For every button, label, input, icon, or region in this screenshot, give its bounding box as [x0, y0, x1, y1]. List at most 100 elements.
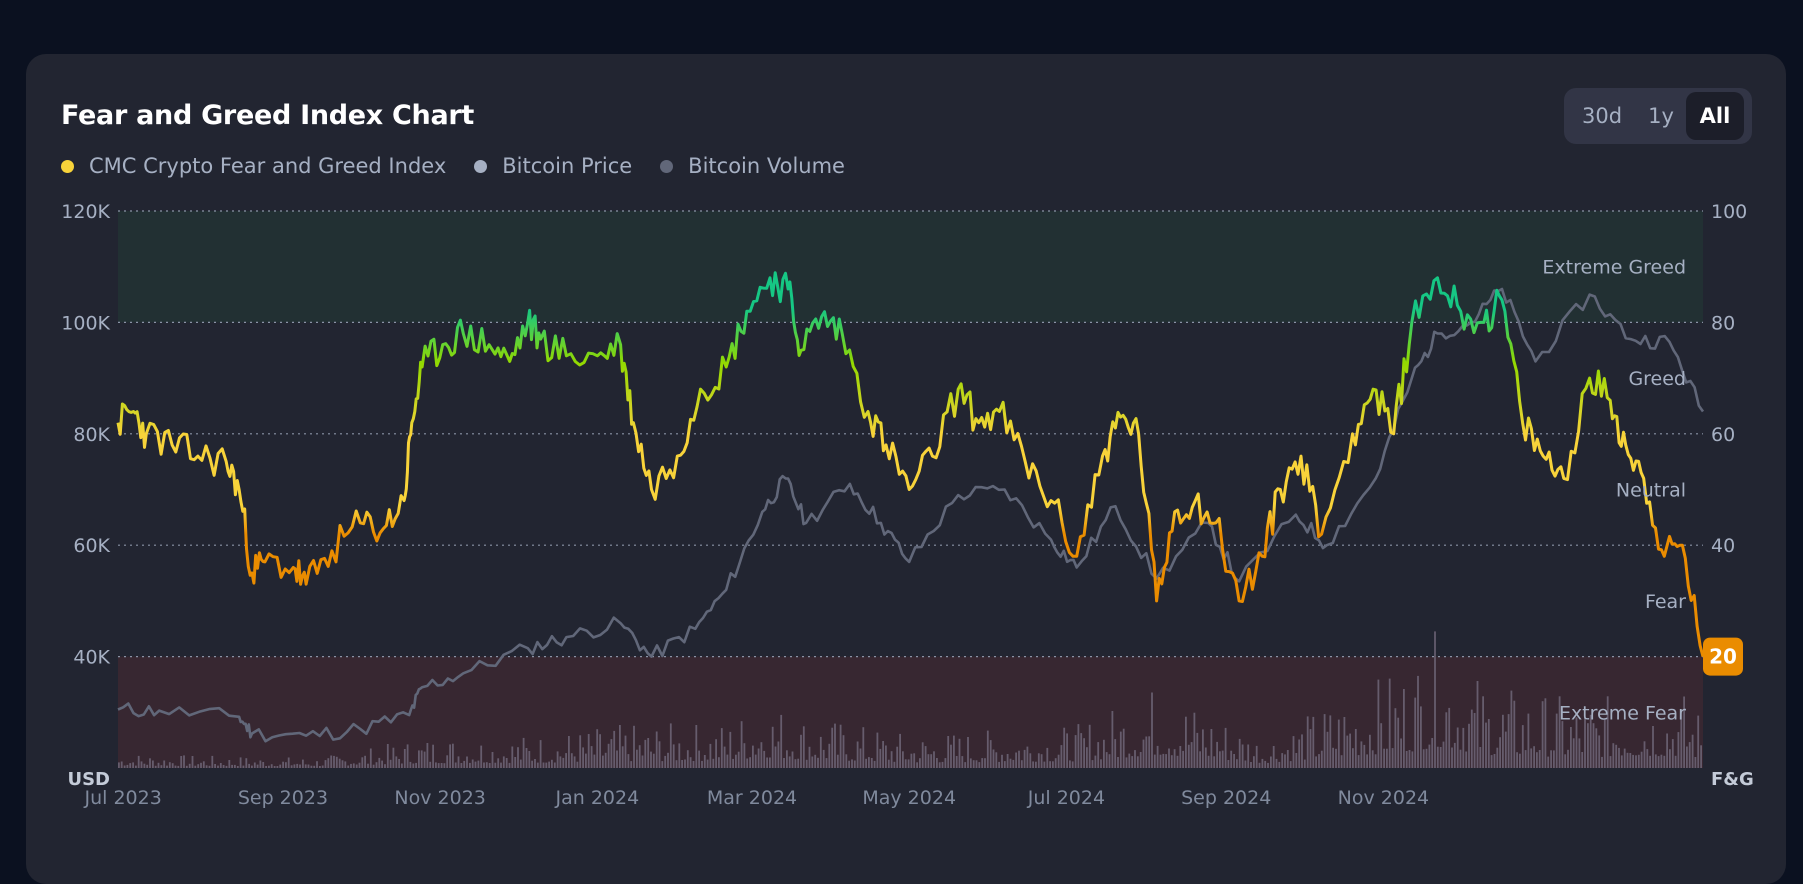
volume-bar: [814, 754, 817, 768]
volume-bar: [1482, 696, 1484, 768]
volume-bar: [1405, 751, 1408, 768]
volume-bar: [505, 758, 508, 768]
volume-bar: [718, 757, 720, 768]
volume-bar: [1544, 698, 1547, 768]
volume-bar: [259, 760, 262, 768]
volume-bar: [1125, 757, 1128, 768]
volume-bar: [1561, 721, 1564, 768]
volume-bar: [1369, 734, 1371, 768]
range-button-30d[interactable]: 30d: [1581, 104, 1623, 128]
volume-bar: [180, 756, 183, 768]
volume-bar: [712, 758, 715, 768]
volume-bar: [1371, 750, 1374, 768]
volume-bar: [324, 760, 327, 768]
volume-bar: [219, 763, 222, 768]
volume-bar: [919, 758, 921, 768]
volume-bar: [1272, 746, 1275, 768]
volume-bar: [517, 747, 519, 768]
volume-bar: [978, 762, 981, 768]
volume-bar: [556, 751, 559, 768]
volume-bar: [429, 761, 432, 768]
volume-bar: [774, 746, 777, 768]
volume-bar: [168, 762, 171, 768]
volume-bar: [1216, 741, 1218, 768]
volume-bar: [1527, 713, 1530, 768]
volume-bar: [735, 754, 737, 768]
volume-bar: [1142, 739, 1145, 768]
volume-bar: [1507, 714, 1510, 768]
volume-bar: [1643, 741, 1646, 768]
volume-bar: [565, 753, 567, 768]
volume-bar: [899, 733, 901, 768]
volume-bar: [1332, 747, 1334, 768]
volume-bar: [944, 758, 947, 768]
volume-bar: [692, 761, 695, 768]
volume-bar: [154, 765, 157, 768]
zone-labels: Extreme Greed Greed Neutral Fear Extreme Fea…: [1542, 257, 1686, 725]
volume-bar: [1380, 723, 1383, 768]
volume-bar: [1284, 754, 1286, 768]
volume-bar: [1686, 746, 1688, 768]
volume-bar: [771, 726, 774, 768]
volume-bar: [1199, 751, 1201, 768]
volume-bar: [392, 747, 395, 768]
volume-bar: [1646, 749, 1649, 768]
volume-bar: [327, 758, 330, 768]
volume-bar: [251, 765, 253, 768]
volume-bar: [1128, 753, 1131, 768]
chart-legend: CMC Crypto Fear and Greed Index Bitcoin …: [61, 154, 873, 178]
volume-bar: [695, 725, 698, 768]
volume-bar: [723, 746, 726, 768]
volume-bar: [1414, 697, 1417, 768]
volume-bar: [715, 739, 717, 768]
volume-bar: [794, 759, 797, 768]
volume-bar: [1490, 755, 1493, 768]
volume-bar: [1595, 728, 1598, 768]
volume-bar: [701, 760, 703, 768]
volume-bar: [335, 756, 338, 768]
volume-bar: [302, 759, 304, 768]
volume-bar: [1578, 738, 1581, 768]
volume-bar: [1202, 729, 1204, 768]
volume-bar: [418, 750, 420, 768]
volume-bar: [236, 766, 239, 768]
zone-band-1: [118, 656, 1703, 768]
volume-bar: [969, 758, 972, 768]
volume-bar: [633, 725, 635, 768]
volume-bar: [1023, 749, 1026, 768]
x-tick: Jul 2024: [1027, 787, 1105, 809]
volume-bar: [553, 762, 556, 768]
volume-bar: [497, 758, 500, 768]
x-tick: Jul 2023: [83, 787, 161, 809]
volume-bar: [1349, 733, 1351, 768]
volume-bar: [1270, 756, 1272, 768]
volume-bar: [732, 758, 734, 768]
legend-item-bitcoin-price[interactable]: Bitcoin Price: [474, 154, 632, 178]
volume-bar: [604, 752, 607, 768]
volume-bar: [1434, 631, 1436, 768]
volume-bar: [1275, 758, 1278, 768]
volume-bar: [1683, 696, 1685, 768]
volume-bar: [1289, 761, 1292, 768]
volume-bar: [381, 760, 383, 768]
volume-bar: [1470, 709, 1473, 768]
legend-item-fear-greed[interactable]: CMC Crypto Fear and Greed Index: [61, 154, 446, 178]
volume-bar: [1652, 726, 1654, 768]
gridlines: [118, 210, 1703, 658]
volume-bar: [763, 750, 766, 768]
volume-bar: [1516, 752, 1518, 768]
volume-bar: [333, 755, 335, 768]
volume-bar: [1357, 755, 1360, 768]
volume-bar: [1671, 739, 1674, 768]
range-button-all[interactable]: All: [1686, 92, 1744, 140]
range-button-1y[interactable]: 1y: [1648, 104, 1674, 128]
legend-item-bitcoin-volume[interactable]: Bitcoin Volume: [660, 154, 845, 178]
fear-greed-line: [116, 271, 1705, 657]
volume-bar: [873, 760, 876, 768]
volume-bar: [986, 730, 989, 768]
volume-bar: [967, 737, 969, 768]
volume-bar: [678, 743, 681, 768]
volume-bar: [367, 763, 369, 768]
volume-bar: [307, 764, 310, 768]
